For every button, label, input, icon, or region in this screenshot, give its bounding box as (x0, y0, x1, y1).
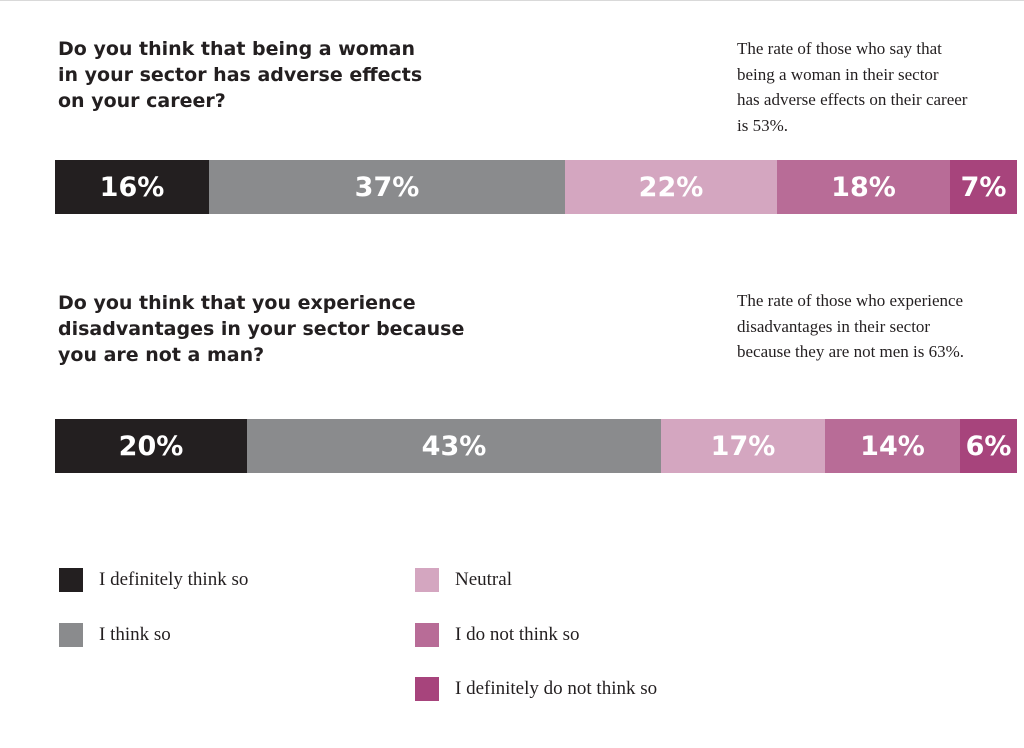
segment-neutral: 22% (565, 160, 777, 214)
stacked-bar-1: 16% 37% 22% 18% 7% (55, 160, 1017, 214)
segment-value-label: 14% (860, 430, 925, 462)
stacked-bar-2: 20% 43% 17% 14% 6% (55, 419, 1017, 473)
segment-definitely-yes: 20% (55, 419, 247, 473)
legend-item-no: I do not think so (415, 623, 580, 647)
legend-label: I definitely think so (99, 569, 249, 590)
segment-neutral: 17% (661, 419, 825, 473)
legend-swatch (415, 568, 439, 592)
legend-label: Neutral (455, 569, 512, 590)
legend-item-definitely-no: I definitely do not think so (415, 677, 657, 701)
segment-value-label: 16% (99, 171, 165, 203)
question-1-note: The rate of those who say that being a w… (737, 39, 968, 135)
legend-label: I think so (99, 624, 171, 645)
segment-definitely-no: 6% (960, 419, 1017, 473)
segment-value-label: 6% (965, 430, 1012, 462)
legend-label: I definitely do not think so (455, 678, 658, 699)
question-2-note: The rate of those who experience disadva… (737, 291, 965, 361)
legend-item-yes: I think so (59, 623, 171, 647)
segment-yes: 37% (209, 160, 565, 214)
question-1-title: Do you think that being a woman in your … (58, 38, 423, 112)
segment-definitely-yes: 16% (55, 160, 209, 214)
segment-no: 14% (825, 419, 960, 473)
segment-value-label: 20% (118, 430, 184, 462)
segment-value-label: 22% (638, 171, 704, 203)
segment-definitely-no: 7% (950, 160, 1017, 214)
segment-value-label: 7% (960, 171, 1007, 203)
segment-yes: 43% (247, 419, 661, 473)
legend-swatch (59, 568, 83, 592)
segment-value-label: 18% (831, 171, 896, 203)
segment-no: 18% (777, 160, 950, 214)
legend-label: I do not think so (455, 624, 580, 645)
top-rule (0, 0, 1024, 1)
legend-item-neutral: Neutral (415, 568, 512, 592)
legend-item-definitely-yes: I definitely think so (59, 568, 248, 592)
legend-swatch (415, 623, 439, 647)
segment-value-label: 43% (421, 430, 487, 462)
segment-value-label: 37% (354, 171, 420, 203)
question-2-title: Do you think that you experience disadva… (58, 292, 465, 366)
legend-swatch (59, 623, 83, 647)
legend-swatch (415, 677, 439, 701)
segment-value-label: 17% (710, 430, 776, 462)
